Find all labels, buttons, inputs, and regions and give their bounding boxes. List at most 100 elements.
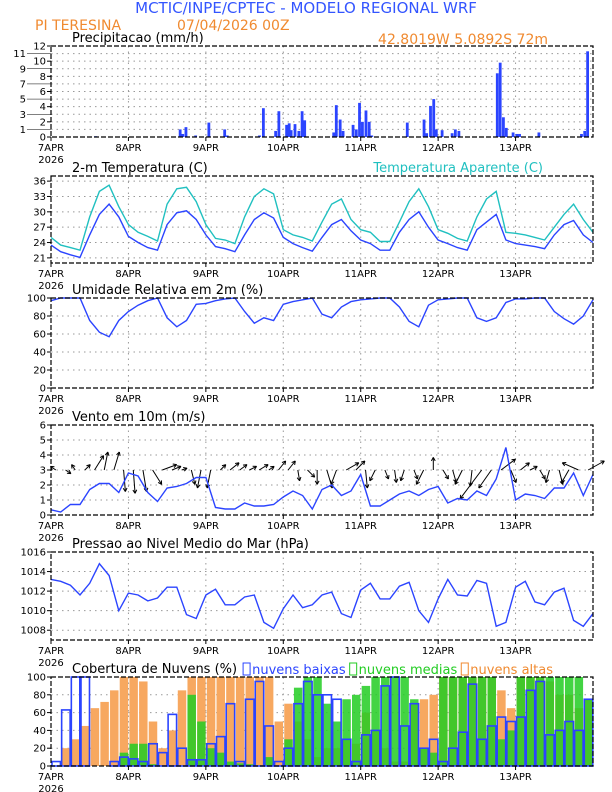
xtick-year-label: 2026: [38, 658, 63, 669]
panel-title: Precipitacao (mm/h): [72, 31, 204, 46]
cloud-bar-nuvens-altas: [226, 677, 235, 766]
precip-bar: [338, 119, 342, 137]
series-line-temperatura-aparente-c-: [50, 184, 594, 252]
ytick-label: 1012: [21, 587, 46, 598]
cloud-bar-nuvens-medias: [439, 677, 448, 766]
wind-vector-head: [369, 476, 374, 482]
precip-bar: [358, 102, 361, 137]
ytick-label: 40: [33, 348, 46, 359]
cloud-bar-nuvens-altas: [119, 677, 129, 766]
xtick-label: 9APR: [193, 772, 219, 783]
ytick-label: 8: [40, 72, 46, 83]
cloud-bar-nuvens-medias: [293, 687, 303, 766]
wind-vector: [239, 464, 248, 471]
wind-vector: [520, 462, 530, 471]
cloud-bar-nuvens-medias: [264, 757, 274, 766]
precip-bar: [285, 124, 289, 137]
panel-title: 2-m Temperatura (C): [72, 161, 208, 176]
cloud-bar-nuvens-medias: [584, 699, 593, 766]
cloud-bar-nuvens-baixas: [428, 738, 439, 767]
cloud-bar-nuvens-medias: [361, 685, 371, 766]
panel-clouds: 0 20 40 60 80 100 Cobertura de Nuvens (%) nuven…: [27, 662, 594, 792]
precip-bar: [367, 121, 371, 137]
xtick-label: 10APR: [267, 269, 300, 280]
wind-vector: [113, 451, 120, 471]
ytick-label: 100: [27, 673, 46, 684]
precip-bar: [277, 111, 281, 137]
wind-vector-head: [478, 483, 483, 489]
xtick-label: 7APR: [38, 521, 64, 532]
xtick-label: 8APR: [115, 521, 141, 532]
panel-title: Umidade Relativa em 2m (%): [72, 283, 263, 298]
precip-bar: [457, 130, 461, 137]
cloud-bar-nuvens-baixas: [254, 680, 265, 767]
wind-vector-head: [195, 484, 201, 489]
precip-bar: [184, 127, 188, 137]
wind-vector-head: [385, 474, 390, 480]
wind-vector-head: [430, 457, 436, 462]
wind-vector-head: [511, 458, 516, 464]
ytick-label: 11: [13, 49, 26, 60]
wind-vector: [190, 469, 196, 485]
wind-vector: [562, 462, 579, 471]
precip-bar: [453, 129, 457, 137]
precip-bar: [194, 135, 198, 137]
cloud-bar-nuvens-medias: [506, 730, 516, 766]
cloud-bar-nuvens-medias: [497, 739, 506, 766]
precip-bar: [354, 129, 358, 137]
ytick-label: 9: [20, 64, 26, 75]
wind-vector: [258, 464, 269, 471]
plot-frame: [50, 424, 594, 516]
xtick-label: 10APR: [267, 772, 300, 783]
xtick-label: 12APR: [422, 143, 455, 154]
precip-bar: [334, 105, 338, 137]
cloud-bar-nuvens-altas: [216, 677, 225, 766]
wind-vector: [249, 465, 257, 471]
precip-bar: [181, 133, 185, 137]
wind-vector: [587, 460, 605, 471]
wind-vector-head: [71, 464, 76, 469]
ytick-label: 2: [40, 117, 46, 128]
wind-vector-head: [252, 465, 258, 470]
xtick-label: 11APR: [344, 143, 377, 154]
main-title: MCTIC/INPE/CPTEC - MODELO REGIONAL WRF: [135, 0, 477, 17]
cloud-bar-nuvens-baixas: [51, 760, 62, 767]
xtick-label: 7APR: [38, 772, 64, 783]
ytick-label: 7: [20, 79, 26, 90]
wind-vector-head: [364, 484, 370, 489]
cloud-bar-nuvens-altas: [158, 748, 167, 766]
legend-label: nuvens baixas: [252, 663, 346, 678]
wind-vector-head: [281, 460, 287, 466]
ytick-label: 27: [33, 223, 46, 234]
wind-vector: [297, 469, 301, 481]
series-line-2-m-temperatura-c-: [50, 203, 594, 259]
ytick-label: 0: [40, 133, 46, 144]
ytick-label: 1: [20, 125, 26, 136]
wind-vector: [452, 469, 457, 483]
wind-vector-head: [221, 464, 227, 469]
wind-vector-head: [99, 455, 105, 460]
cloud-bar-nuvens-altas: [90, 708, 100, 766]
ytick-label: 1008: [21, 626, 46, 637]
wind-vector-head: [512, 478, 518, 483]
wind-vector: [132, 469, 136, 494]
xtick-label: 8APR: [115, 269, 141, 280]
cloud-bar-nuvens-medias: [400, 677, 409, 766]
ytick-label: 12: [33, 42, 46, 53]
cloud-bar-nuvens-altas: [206, 677, 216, 766]
wind-vector: [478, 469, 492, 489]
cloud-bar-nuvens-altas: [245, 677, 255, 766]
cloud-bar-nuvens-medias: [555, 677, 564, 766]
legend-swatch: [460, 662, 469, 676]
wind-vector: [196, 469, 202, 489]
panel-pressure: 1008 1010 1012 1014 1016 Pressao ao Nivel Med…: [21, 537, 594, 669]
xtick-label: 11APR: [344, 646, 377, 657]
wind-vector: [384, 469, 389, 480]
wind-vector-head: [330, 480, 335, 485]
cloud-bar-nuvens-medias: [390, 677, 400, 766]
cloud-bar-nuvens-baixas: [302, 680, 313, 767]
precip-bar: [364, 110, 368, 137]
cloud-bar-nuvens-medias: [458, 677, 467, 766]
wind-vector: [65, 469, 72, 475]
wind-vector-head: [414, 474, 419, 480]
